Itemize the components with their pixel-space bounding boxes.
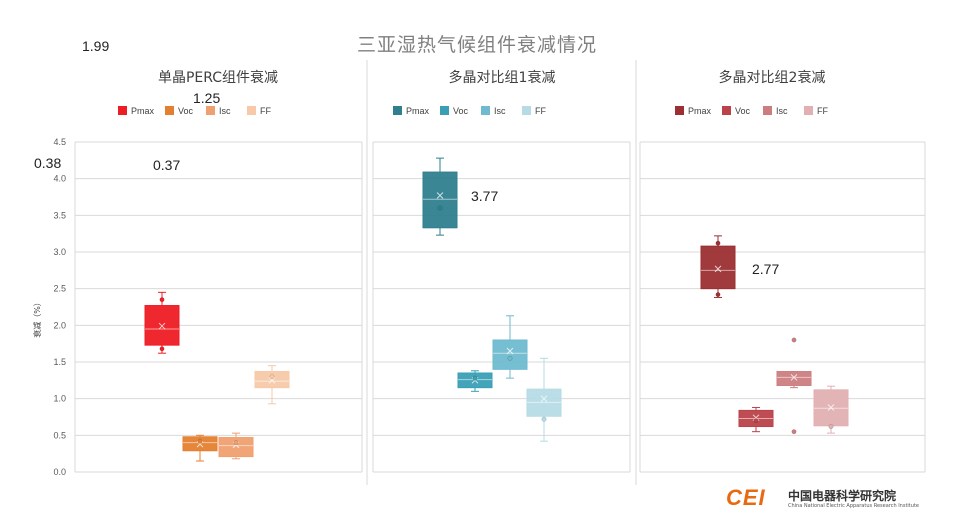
legend-label: Voc (178, 106, 194, 116)
legend-label: FF (260, 106, 271, 116)
panel-title: 多晶对比组1衰减 (449, 69, 556, 86)
y-tick-label: 0.5 (53, 430, 66, 440)
y-tick-label: 2.5 (53, 284, 66, 294)
data-point (269, 374, 275, 380)
legend-label: Isc (776, 106, 788, 116)
chart-panel-3: 多晶对比组2衰减 Pmax Voc Isc FF (639, 69, 926, 473)
legend-label: Pmax (688, 106, 712, 116)
data-point (791, 337, 797, 343)
box-body (254, 371, 290, 389)
box-pmax (144, 291, 180, 354)
box-body (218, 437, 254, 458)
data-point (715, 292, 721, 297)
legend-swatch (393, 106, 402, 115)
box-body (492, 339, 528, 370)
box-voc (457, 370, 493, 392)
box-body (144, 305, 180, 346)
data-point (472, 375, 478, 381)
legend-label: Voc (735, 106, 751, 116)
box-body (776, 371, 812, 386)
mean-marker (714, 265, 722, 273)
legend-swatch (804, 106, 813, 115)
box-voc (738, 406, 774, 433)
legend-swatch (722, 106, 731, 115)
chart-panel-2: 多晶对比组1衰减 Pmax Voc Isc FF (372, 69, 631, 473)
y-tick-label: 2.0 (53, 320, 66, 330)
y-tick-label: 4.5 (53, 137, 66, 147)
legend-label: Pmax (406, 106, 430, 116)
legend-swatch (118, 106, 127, 115)
y-tick-label: 4.0 (53, 174, 66, 184)
y-tick-label: 1.0 (53, 394, 66, 404)
y-axis-label: 衰减（%） (32, 298, 42, 338)
mean-marker (268, 376, 276, 384)
data-point (197, 438, 203, 444)
data-point (753, 418, 759, 424)
box-isc (492, 315, 528, 379)
legend-swatch (675, 106, 684, 115)
mean-marker (790, 374, 798, 381)
annotation-voc-mean: 0.38 (34, 155, 62, 171)
annotation-group2-pmax-mean: 2.77 (752, 261, 780, 277)
data-point (233, 440, 239, 446)
box-ff (813, 385, 849, 434)
annotation-isc-mean: 0.37 (153, 157, 181, 173)
mean-marker (436, 192, 444, 199)
panel-title: 单晶PERC组件衰减 (158, 69, 278, 86)
legend-label: Voc (453, 106, 469, 116)
mean-marker (506, 347, 514, 355)
legend-swatch (165, 106, 174, 115)
legend-label: FF (817, 106, 828, 116)
data-point (791, 429, 797, 435)
y-tick-label: 1.5 (53, 357, 66, 367)
box-isc (218, 432, 254, 460)
data-point (159, 346, 165, 352)
data-point (828, 424, 834, 429)
y-tick-label: 3.0 (53, 247, 66, 257)
annotation-ff-mean: 1.25 (193, 90, 221, 106)
data-point (507, 355, 513, 361)
mean-marker (196, 440, 204, 448)
chart-panel-1: 单晶PERC组件衰减 Pmax Voc Isc FF (74, 69, 363, 473)
y-tick-label: 0.0 (53, 467, 66, 477)
cei-logo: CEI 中国电器科学研究院 China National Electric Ap… (726, 485, 936, 525)
mean-marker (540, 395, 548, 403)
data-point (437, 205, 443, 211)
box-body (700, 245, 736, 290)
box-voc (182, 434, 218, 462)
cei-logo-english: China National Electric Apparatus Resear… (788, 503, 919, 509)
box-body (422, 171, 458, 229)
mean-marker (827, 404, 835, 411)
legend-swatch (206, 106, 215, 115)
legend-swatch (440, 106, 449, 115)
legend-label: Pmax (131, 106, 155, 116)
mean-marker (158, 322, 166, 330)
data-point (159, 297, 165, 303)
mean-marker (752, 414, 760, 422)
data-point (715, 240, 721, 246)
legend-label: Isc (219, 106, 231, 116)
data-point (541, 416, 547, 422)
box-ff (526, 357, 562, 442)
annotation-pmax-mean: 1.99 (82, 38, 110, 54)
legend-swatch (481, 106, 490, 115)
box-pmax (700, 235, 736, 298)
legend-swatch (247, 106, 256, 115)
panel-title: 多晶对比组2衰减 (719, 69, 826, 86)
chart-main-title: 三亚湿热气候组件衰减情况 (356, 34, 597, 56)
y-tick-label: 3.5 (53, 210, 66, 220)
box-pmax (422, 157, 458, 236)
cei-logo-mark: CEI (726, 485, 766, 510)
legend-label: Isc (494, 106, 506, 116)
box-isc (776, 337, 812, 435)
annotation-group1-pmax-mean: 3.77 (471, 188, 499, 204)
legend-label: FF (535, 106, 546, 116)
legend-swatch (763, 106, 772, 115)
legend-swatch (522, 106, 531, 115)
cei-logo-name: 中国电器科学研究院 (788, 489, 897, 503)
box-ff (254, 365, 290, 405)
